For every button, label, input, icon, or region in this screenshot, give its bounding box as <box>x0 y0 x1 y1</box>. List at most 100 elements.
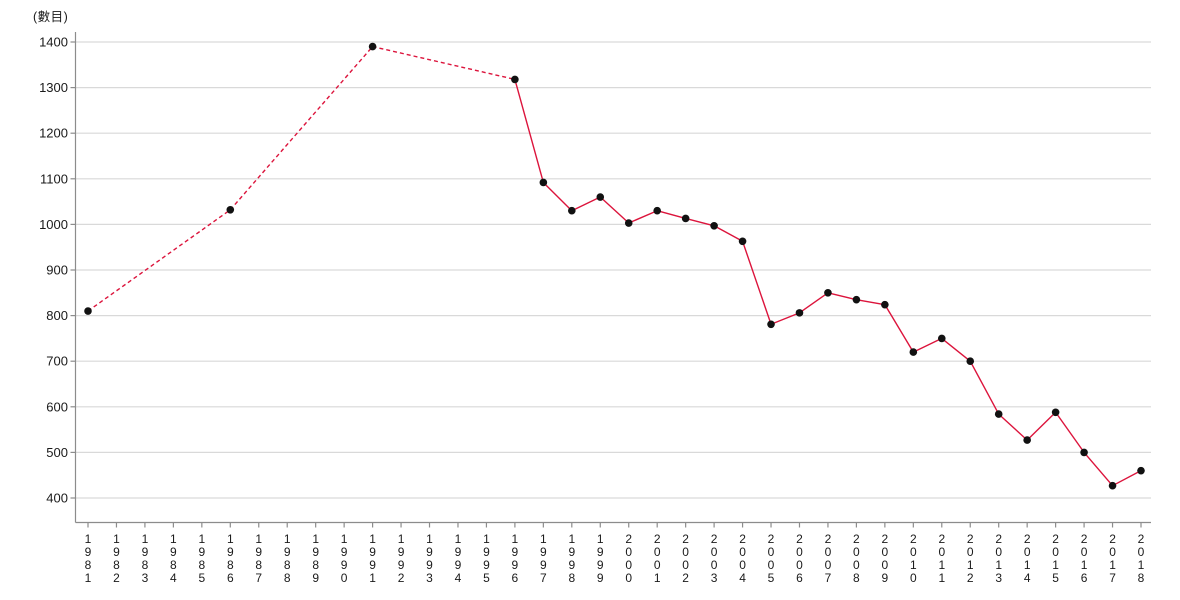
y-tick-label: 1300 <box>39 80 68 95</box>
series-segment <box>884 304 914 353</box>
data-point-marker <box>909 348 918 356</box>
y-tick-label: 1100 <box>40 171 68 186</box>
series-segment <box>1026 411 1057 441</box>
y-tick-label: 900 <box>46 263 68 278</box>
data-point-marker <box>767 320 775 329</box>
series-segment <box>657 210 686 220</box>
series-segment <box>1083 451 1114 487</box>
y-tick-label: 400 <box>46 491 68 506</box>
series-segment <box>571 196 601 212</box>
series-segment <box>969 360 1000 415</box>
y-tick-label: 1000 <box>39 217 68 232</box>
data-point-marker <box>1080 448 1088 457</box>
data-point-marker <box>994 410 1003 418</box>
data-point-marker <box>511 75 519 84</box>
series-segment <box>827 292 857 301</box>
y-axis-unit-label: (數目) <box>33 10 69 24</box>
series-segment <box>741 241 772 325</box>
y-tick-label: 1400 <box>39 35 68 50</box>
data-point-marker <box>1137 466 1145 475</box>
data-point-marker <box>1023 436 1031 444</box>
data-point-marker <box>1051 408 1060 417</box>
series-segment <box>1055 411 1085 453</box>
y-tick-label: 800 <box>46 308 68 323</box>
data-point-marker <box>966 357 975 366</box>
data-point-marker <box>653 206 661 215</box>
series-segment <box>941 337 971 362</box>
data-point-marker <box>596 193 605 201</box>
series-segment <box>685 217 715 227</box>
data-point-marker <box>681 214 690 223</box>
data-point-marker <box>368 42 377 51</box>
data-point-marker <box>852 295 861 304</box>
series-segment <box>713 225 743 242</box>
series-segment <box>87 209 231 312</box>
series-segment <box>229 46 374 211</box>
series-segment <box>998 413 1028 441</box>
data-point-marker <box>738 237 747 246</box>
y-tick-label: 1200 <box>39 126 68 141</box>
series-segment <box>856 298 885 306</box>
data-point-marker <box>710 221 718 230</box>
data-point-marker <box>84 307 92 315</box>
data-point-marker <box>937 334 946 343</box>
data-point-marker <box>226 206 235 214</box>
series-segment <box>1112 470 1142 487</box>
series-segment <box>599 196 630 224</box>
data-point-marker <box>824 289 832 297</box>
data-point-marker <box>568 206 576 215</box>
series-segment <box>372 45 516 81</box>
data-point-marker <box>539 178 548 187</box>
series-segment <box>770 312 800 325</box>
series-segment <box>542 181 573 212</box>
data-point-marker <box>624 219 633 227</box>
data-point-marker <box>881 300 889 309</box>
data-point-marker <box>1108 481 1117 490</box>
series-segment <box>913 337 943 353</box>
series-segment <box>799 292 829 314</box>
y-tick-label: 500 <box>46 445 68 460</box>
y-tick-label: 700 <box>46 354 68 369</box>
series-segment <box>514 79 545 183</box>
